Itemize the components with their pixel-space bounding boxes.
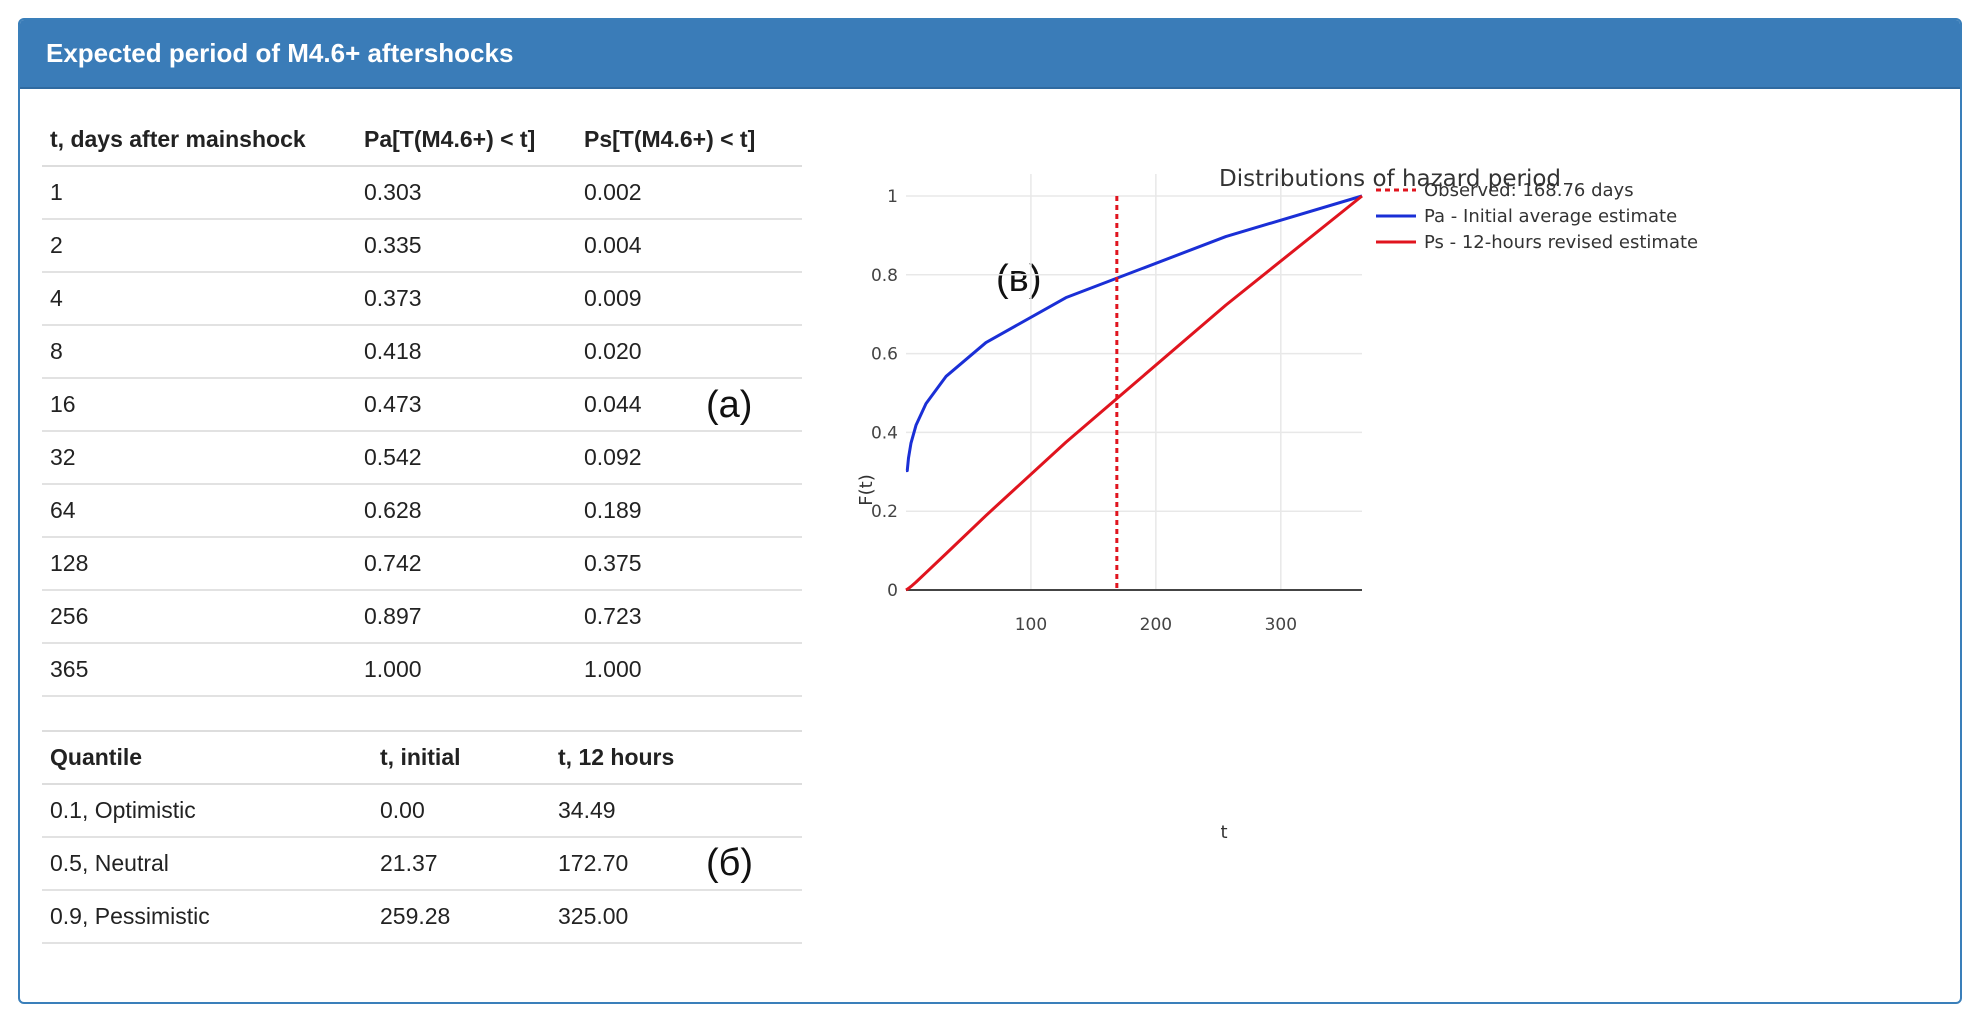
table-row: 365 1.000 1.000 (42, 643, 802, 697)
x-tick-label: 300 (1265, 615, 1297, 635)
cell-t-days: 4 (42, 272, 356, 326)
cell-t-days: 64 (42, 484, 356, 538)
quantile-table-header: Quantile t, initial t, 12 hours (42, 731, 802, 785)
cell-t-days: 16 (42, 378, 356, 432)
table-row: 128 0.742 0.375 (42, 537, 802, 591)
legend-item-ps: Ps - 12-hours revised estimate (1376, 232, 1698, 253)
cell-ps: 0.092 (576, 431, 802, 485)
table-row: 2 0.335 0.004 (42, 219, 802, 273)
series-line-ps (905, 194, 1363, 592)
cell-t-days: 128 (42, 537, 356, 591)
table-row: 1 0.303 0.002 (42, 166, 802, 220)
y-tick-label: 0.6 (871, 345, 898, 365)
x-tick-label: 100 (1015, 615, 1047, 635)
table-row: 8 0.418 0.020 (42, 325, 802, 379)
panel-header: Expected period of M4.6+ aftershocks (20, 20, 1960, 89)
quantile-table: Quantile t, initial t, 12 hours 0.1, Opt… (42, 730, 802, 944)
column-header-t-12-hours: t, 12 hours (550, 731, 802, 785)
table-row: 64 0.628 0.189 (42, 484, 802, 538)
table-row: 32 0.542 0.092 (42, 431, 802, 485)
column-header-pa: Pa[T(M4.6+) < t] (356, 114, 576, 167)
chart-grid (906, 174, 1362, 591)
table-row: 256 0.897 0.723 (42, 590, 802, 644)
panel-title: Expected period of M4.6+ aftershocks (46, 38, 514, 68)
cell-t-12-hours: 325.00 (550, 890, 802, 944)
cell-t-days: 32 (42, 431, 356, 485)
y-tick-labels: 0 0.2 0.4 0.6 0.8 1 (871, 187, 898, 601)
x-tick-label: 200 (1140, 615, 1172, 635)
cell-t-initial: 21.37 (372, 837, 550, 891)
cell-ps: 0.009 (576, 272, 802, 326)
hazard-chart: Distributions of hazard period 100 200 300… (856, 166, 1698, 843)
cell-pa: 0.473 (356, 378, 576, 432)
cell-t-12-hours: 172.70 (550, 837, 802, 891)
column-header-quantile: Quantile (42, 731, 372, 785)
cell-ps: 0.020 (576, 325, 802, 379)
legend-label: Pa - Initial average estimate (1424, 206, 1677, 227)
chart-title: Distributions of hazard period (1219, 166, 1561, 192)
cell-ps: 0.189 (576, 484, 802, 538)
table-row: 0.1, Optimistic 0.00 34.49 (42, 784, 802, 838)
annotation-a: (a) (700, 384, 759, 427)
y-tick-label: 1 (887, 187, 898, 207)
series-line-pa (905, 194, 1363, 473)
table-row: 4 0.373 0.009 (42, 272, 802, 326)
cell-t-days: 1 (42, 166, 356, 220)
cell-ps: 0.004 (576, 219, 802, 273)
x-tick-labels: 100 200 300 (1015, 615, 1297, 635)
cell-t-days: 8 (42, 325, 356, 379)
cell-pa: 0.628 (356, 484, 576, 538)
legend-label: Ps - 12-hours revised estimate (1424, 232, 1698, 253)
cell-t-initial: 0.00 (372, 784, 550, 838)
cell-t-12-hours: 34.49 (550, 784, 802, 838)
probability-table-header: t, days after mainshock Pa[T(M4.6+) < t]… (42, 114, 802, 167)
table-row: 0.5, Neutral 21.37 172.70 (42, 837, 802, 891)
cell-pa: 0.335 (356, 219, 576, 273)
chart-series (905, 194, 1363, 592)
y-tick-label: 0 (887, 581, 898, 601)
cell-t-initial: 259.28 (372, 890, 550, 944)
cell-pa: 0.742 (356, 537, 576, 591)
cell-pa: 0.542 (356, 431, 576, 485)
cell-pa: 0.897 (356, 590, 576, 644)
cell-quantile: 0.9, Pessimistic (42, 890, 372, 944)
annotation-b: (б) (700, 842, 760, 885)
table-row: 16 0.473 0.044 (42, 378, 802, 432)
legend-item-observed: Observed: 168.76 days (1376, 180, 1634, 201)
column-header-t: t, days after mainshock (42, 114, 356, 167)
cell-ps: 1.000 (576, 643, 802, 697)
y-tick-label: 0.8 (871, 266, 898, 286)
cell-ps: 0.002 (576, 166, 802, 220)
cell-t-days: 365 (42, 643, 356, 697)
probability-table: t, days after mainshock Pa[T(M4.6+) < t]… (42, 114, 802, 697)
x-axis-label: t (1220, 822, 1227, 843)
cell-ps: 0.375 (576, 537, 802, 591)
cell-ps: 0.723 (576, 590, 802, 644)
cell-t-days: 256 (42, 590, 356, 644)
legend-item-pa: Pa - Initial average estimate (1376, 206, 1677, 227)
table-row: 0.9, Pessimistic 259.28 325.00 (42, 890, 802, 944)
cell-pa: 0.373 (356, 272, 576, 326)
y-tick-label: 0.4 (871, 423, 898, 443)
cell-pa: 0.418 (356, 325, 576, 379)
column-header-ps: Ps[T(M4.6+) < t] (576, 114, 802, 167)
cell-ps: 0.044 (576, 378, 802, 432)
annotation-c: (в) (990, 258, 1048, 301)
cell-t-days: 2 (42, 219, 356, 273)
column-header-t-initial: t, initial (372, 731, 550, 785)
cell-pa: 1.000 (356, 643, 576, 697)
legend-label: Observed: 168.76 days (1424, 180, 1634, 201)
cell-pa: 0.303 (356, 166, 576, 220)
y-tick-label: 0.2 (871, 502, 898, 522)
chart-legend: Observed: 168.76 days Pa - Initial averag… (1376, 180, 1698, 253)
cell-quantile: 0.1, Optimistic (42, 784, 372, 838)
cell-quantile: 0.5, Neutral (42, 837, 372, 891)
y-axis-label: F(t) (856, 474, 877, 505)
